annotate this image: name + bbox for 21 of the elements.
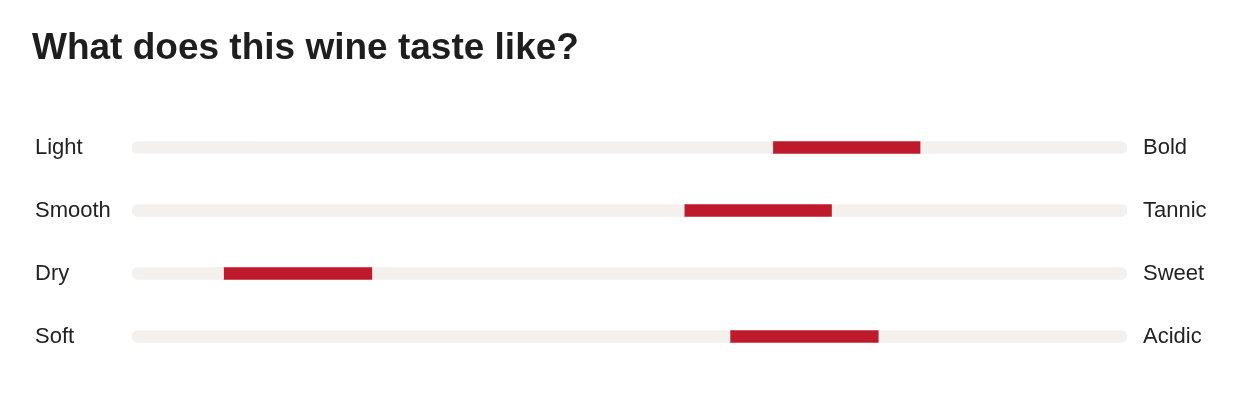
- bar: [919, 141, 1127, 154]
- y2-tick-label: Acidic: [1143, 322, 1202, 348]
- bar: [371, 267, 1127, 280]
- bar: [729, 330, 879, 343]
- bar: [132, 204, 685, 217]
- y-tick-label: Soft: [35, 322, 75, 348]
- bar: [223, 267, 373, 280]
- y-tick-label: Dry: [35, 259, 70, 285]
- y2-tick-label: Bold: [1143, 133, 1188, 159]
- bar: [831, 204, 1127, 217]
- bar: [132, 330, 731, 343]
- bar: [132, 267, 224, 280]
- bar: [772, 141, 921, 154]
- bar: [683, 204, 832, 217]
- chart-title: What does this wine taste like?: [32, 26, 579, 68]
- y-tick-label: Smooth: [35, 196, 111, 222]
- y2-tick-label: Tannic: [1143, 196, 1207, 222]
- bar: [132, 141, 774, 154]
- bar: [877, 330, 1127, 343]
- y-tick-label: Light: [35, 133, 83, 159]
- y2-tick-label: Sweet: [1143, 259, 1205, 285]
